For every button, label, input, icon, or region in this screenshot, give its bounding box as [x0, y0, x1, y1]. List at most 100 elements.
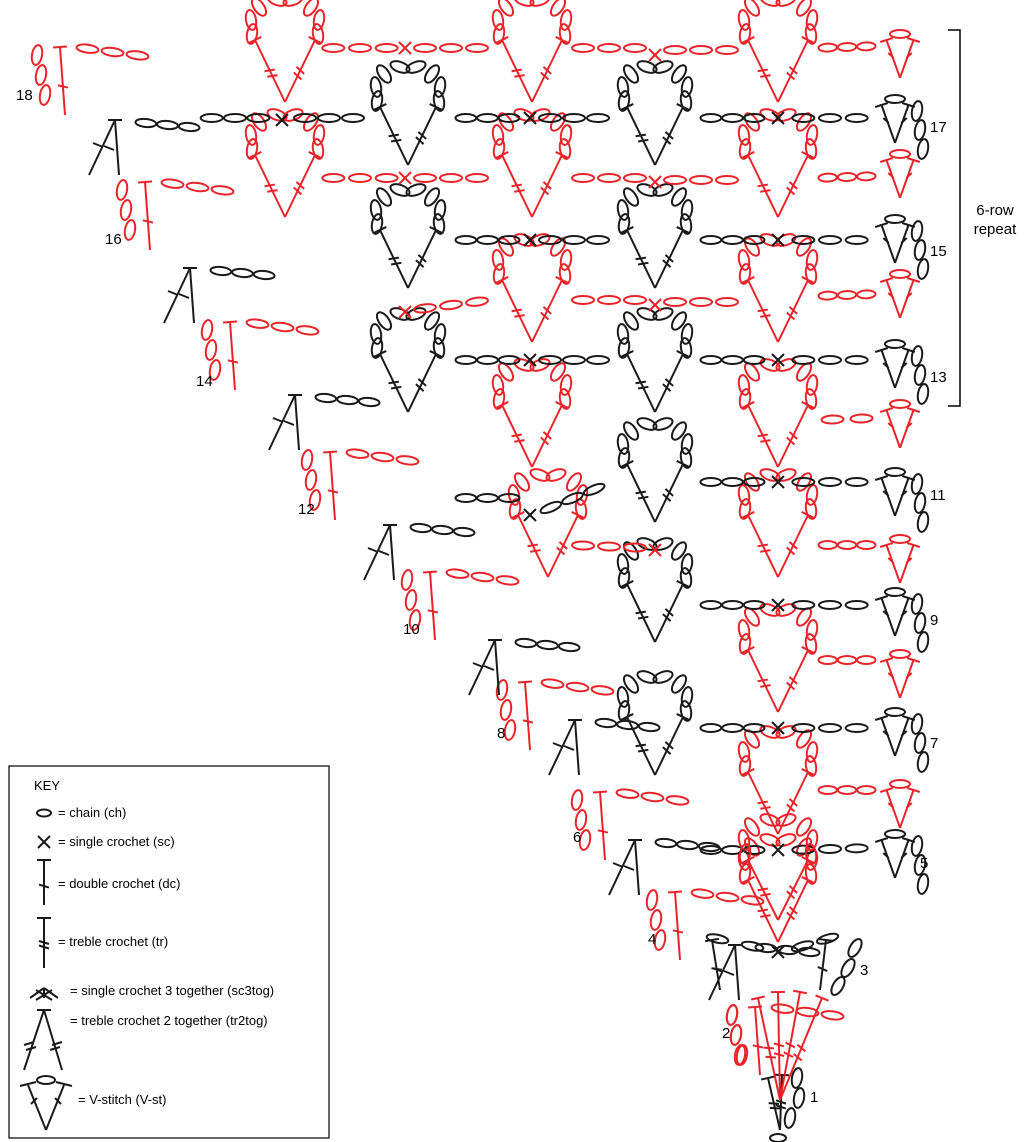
chain-stitch: [433, 199, 447, 221]
stitch-crossbar: [775, 1099, 787, 1105]
chain-stitch: [640, 791, 665, 803]
stitch-top-bar: [774, 1073, 790, 1077]
stitch-crossbar: [142, 219, 154, 224]
chain-stitch: [649, 909, 663, 931]
treble-crochet-stitch: [741, 768, 779, 835]
chain-stitch: [805, 741, 819, 763]
chain-stitch: [743, 837, 761, 857]
stitch-crossbar: [723, 970, 735, 976]
chain-stitch: [818, 723, 842, 733]
chain-stitch: [652, 60, 674, 74]
vst-leg: [899, 159, 915, 199]
chain-stitch: [884, 339, 906, 349]
vst-tick: [905, 172, 913, 179]
chain-stitch: [817, 42, 838, 53]
vst-tick: [905, 672, 913, 679]
chain-stitch: [558, 138, 572, 160]
vst-tick: [887, 422, 895, 429]
stitch-crossbar: [757, 800, 769, 805]
stitch-crossbar: [637, 748, 649, 753]
treble-crochet-stitch: [760, 1075, 781, 1131]
chain-stitch: [529, 468, 551, 482]
chain-stitch: [623, 173, 647, 183]
chain-stitch: [817, 540, 838, 550]
vst-tick: [882, 237, 890, 244]
chain-stitch: [491, 249, 505, 271]
stitch-post: [114, 119, 120, 176]
vst-leg: [899, 544, 915, 584]
stitch-crossbar: [817, 965, 828, 973]
chain-stitch: [680, 553, 694, 575]
stitch-crossbar: [563, 745, 575, 751]
sc-stroke: [771, 945, 785, 959]
chain-stitch: [622, 541, 640, 561]
double-crochet-stitch: [592, 790, 609, 861]
treble-crochet-stitch: [654, 713, 690, 776]
chain-stitch: [497, 362, 515, 382]
chain-stitch: [817, 172, 838, 183]
vst-tick: [887, 52, 895, 59]
stitch-crossbar: [760, 914, 771, 918]
key-box: KEY = chain (ch) = single crochet (sc) =…: [8, 765, 330, 1139]
chain-stitch: [791, 600, 816, 610]
chain-stitch: [775, 358, 797, 372]
stitch-post: [43, 1009, 63, 1071]
chain-stitch: [622, 64, 640, 84]
single-crochet-stitch: [648, 543, 662, 557]
single-crochet-stitch: [648, 298, 662, 312]
sc-stroke: [771, 475, 785, 489]
vst-tick: [882, 117, 890, 124]
stitch-crossbar: [635, 490, 647, 495]
chain-stitch: [413, 173, 437, 183]
stitch-crossbar: [757, 68, 769, 73]
chain-stitch: [770, 1003, 795, 1014]
vst-leg: [880, 717, 896, 757]
chain-stitch: [913, 492, 927, 514]
sc-stroke: [771, 111, 785, 125]
chain-stitch: [311, 138, 325, 160]
chain-stitch: [856, 785, 877, 795]
chain-stitch: [889, 399, 911, 409]
chain-stitch: [491, 124, 505, 146]
stitch-crossbar: [788, 66, 798, 75]
chain-stitch: [295, 325, 320, 336]
chain-stitch: [622, 421, 640, 441]
chain-stitch: [513, 472, 531, 492]
chain-stitch: [791, 235, 816, 245]
row-number-17: 17: [930, 119, 947, 136]
sc3tog-stroke: [35, 989, 53, 1001]
chain-stitch: [665, 795, 690, 806]
chain-stitch: [513, 108, 535, 122]
treble-crochet-stitch: [373, 226, 409, 289]
chain-stitch: [559, 9, 573, 31]
chain-stitch: [680, 686, 694, 708]
stitch-crossbar: [167, 290, 179, 296]
stitch-post: [711, 939, 721, 991]
chain-stitch: [375, 311, 393, 331]
chain-stitch: [910, 345, 924, 367]
chain-stitch: [314, 392, 338, 404]
row-number-13: 13: [930, 369, 947, 386]
key-title: KEY: [34, 778, 60, 793]
chain-stitch: [820, 1010, 845, 1021]
chain-stitch: [454, 113, 478, 123]
stitch-crossbar: [540, 186, 550, 196]
vst-bar: [906, 37, 921, 43]
treble-crochet-stitch: [620, 350, 656, 413]
stitch-top-bar: [815, 994, 829, 1002]
chain-stitch: [663, 45, 687, 55]
chain-stitch: [369, 76, 383, 98]
v-stitch: [874, 467, 916, 517]
chain-stitch: [910, 713, 924, 735]
stitch-crossbar: [552, 742, 564, 748]
chain-stitch: [513, 358, 535, 372]
stitch-post: [144, 181, 151, 251]
chain-stitch: [844, 600, 869, 610]
chain-stitch: [311, 23, 325, 45]
chain-stitch: [321, 43, 346, 53]
key-label-dc: = double crochet (dc): [58, 876, 180, 891]
double-crochet-stitch: [747, 1005, 764, 1076]
chain-stitch: [499, 699, 513, 721]
chain-stitch: [615, 788, 640, 799]
chain-stitch: [497, 112, 515, 132]
